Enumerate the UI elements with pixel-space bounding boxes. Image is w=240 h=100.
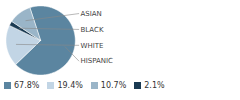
- svg-text:ASIAN: ASIAN: [80, 10, 101, 18]
- svg-text:WHITE: WHITE: [80, 42, 103, 50]
- html-text:67.8%: 67.8%: [14, 81, 40, 90]
- html-text:10.7%: 10.7%: [100, 81, 127, 90]
- html-text:2.1%: 2.1%: [144, 81, 165, 90]
- svg-text:HISPANIC: HISPANIC: [80, 57, 113, 65]
- html-text:19.4%: 19.4%: [57, 81, 83, 90]
- svg-text:BLACK: BLACK: [80, 26, 103, 34]
